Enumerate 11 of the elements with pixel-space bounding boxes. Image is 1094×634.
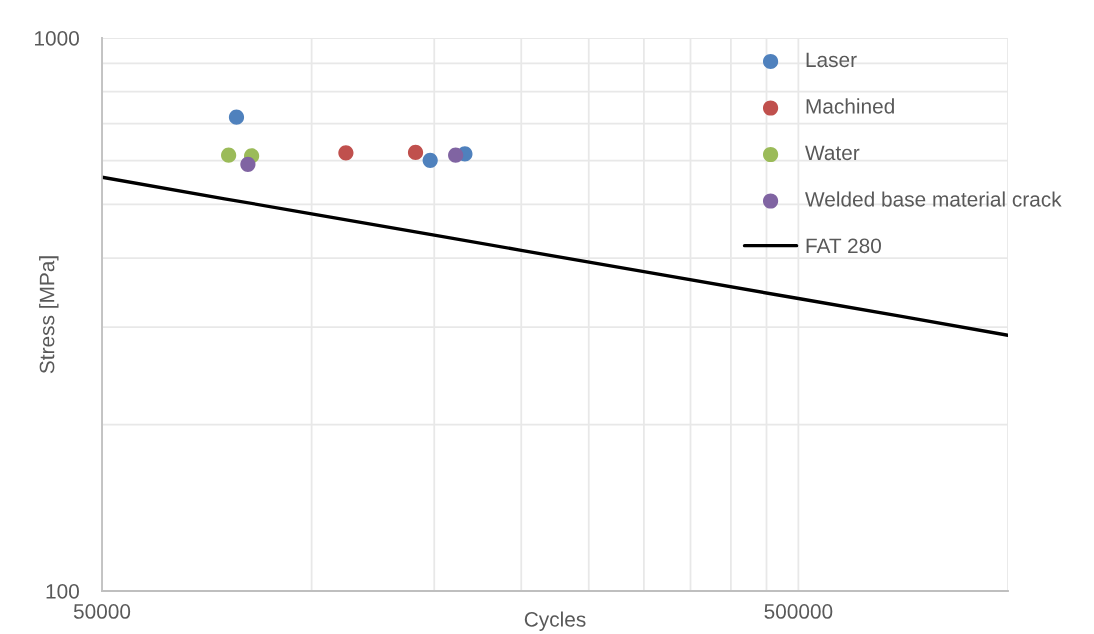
legend-label: FAT 280 (806, 238, 881, 254)
y-axis-title: Stress [MPa] (39, 256, 59, 374)
x-tick-label: 50000 (73, 604, 131, 619)
y-tick-label: 100 (46, 584, 79, 599)
legend-label: Water (805, 145, 860, 161)
legend-label: Machined (806, 98, 894, 114)
legend-label: Welded base material crack (805, 191, 1062, 207)
x-axis-title: Cycles (524, 611, 586, 631)
legend-label: Laser (806, 52, 857, 68)
y-tick-label: 1000 (35, 31, 79, 46)
x-tick-label: 500000 (764, 604, 833, 619)
